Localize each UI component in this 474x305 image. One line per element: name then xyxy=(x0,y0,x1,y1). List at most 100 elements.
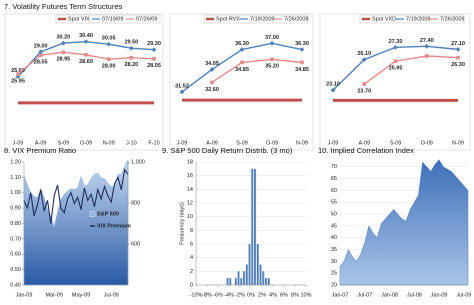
y-tick-label: 1.20 xyxy=(10,159,21,165)
data-label: 26.30 xyxy=(451,62,465,68)
x-tick-label: 2% xyxy=(258,292,266,298)
chart-title: 8. VIX Premium Ratio xyxy=(4,146,76,155)
chart-title: 10. Implied Correlation Index xyxy=(318,146,414,155)
y-tick-label: 0.40 xyxy=(10,282,21,288)
bar xyxy=(262,271,265,285)
data-label: 32.60 xyxy=(205,87,219,93)
x-tick-label: 10% xyxy=(300,292,311,298)
x-tick-label: Jan-09 xyxy=(431,292,448,298)
x-tick-label: O-09 xyxy=(266,140,278,146)
y-tick-label: 45 xyxy=(331,223,337,229)
x-tick-label: N-09 xyxy=(296,140,308,146)
bar xyxy=(248,244,251,285)
x-tick-label: -10% xyxy=(190,292,203,298)
x-tick-label: Jul-08 xyxy=(407,292,422,298)
x-tick-label: -8% xyxy=(202,292,212,298)
chart-frame xyxy=(169,13,314,151)
data-label: 34.05 xyxy=(205,61,219,67)
marker xyxy=(84,52,88,57)
y2-tick-label: 600 xyxy=(131,241,140,247)
data-label: 30.05 xyxy=(102,36,116,42)
data-label: 27.40 xyxy=(420,38,434,44)
bar xyxy=(226,278,229,285)
marker xyxy=(456,55,460,60)
data-label: 28.95 xyxy=(56,57,70,63)
legend-label: Spot VXD xyxy=(372,16,396,22)
data-label: 30.40 xyxy=(79,33,93,39)
y-tick-label: 35 xyxy=(331,247,337,253)
legend-label: Spot RVX xyxy=(216,16,240,22)
legend-label: 07/19/09 xyxy=(102,16,123,22)
y-tick-label: 0.90 xyxy=(10,206,21,212)
legend-label: Spot VIX xyxy=(68,16,90,22)
y2-tick-label: 800 xyxy=(131,200,140,206)
data-label: 26.10 xyxy=(357,51,371,57)
chart-title: 9. S&P 500 Daily Return Distrib. (3 mo) xyxy=(162,146,293,155)
x-tick-label: O-09 xyxy=(421,140,433,146)
data-label: 34.85 xyxy=(295,67,309,73)
data-label: 25.60 xyxy=(11,68,25,74)
y-tick-label: 30 xyxy=(331,259,337,265)
x-tick-label: Jul-09 xyxy=(104,292,119,298)
data-label: 35.20 xyxy=(265,64,279,70)
y-tick-label: 4 xyxy=(190,255,193,261)
x-tick-label: Jan-08 xyxy=(381,292,398,298)
x-tick-label: -6% xyxy=(213,292,223,298)
x-tick-label: N-09 xyxy=(452,140,464,146)
marker xyxy=(179,89,185,95)
data-label: 28.55 xyxy=(34,60,48,66)
data-label: 23.10 xyxy=(326,82,340,88)
marker xyxy=(61,50,66,55)
bar xyxy=(240,278,243,285)
legend-swatch xyxy=(89,211,96,217)
x-tick-label: -2% xyxy=(235,292,245,298)
bar xyxy=(245,264,248,285)
legend-box xyxy=(55,14,161,24)
bar xyxy=(259,264,262,285)
bar xyxy=(267,278,270,285)
x-tick-label: Mar-09 xyxy=(45,292,62,298)
bar xyxy=(254,168,257,285)
marker xyxy=(239,47,245,52)
y-tick-label: 1.00 xyxy=(10,190,21,196)
y-tick-label: 14 xyxy=(187,187,193,193)
marker xyxy=(269,40,275,46)
x-tick-label: A-09 xyxy=(358,140,370,146)
bar xyxy=(265,278,268,285)
data-label: 27.10 xyxy=(451,41,465,47)
data-label: 30.20 xyxy=(56,35,70,41)
bar xyxy=(243,271,246,285)
marker xyxy=(209,67,215,72)
marker xyxy=(152,56,156,61)
x-tick-label: S-09 xyxy=(390,140,402,146)
x-tick-label: S-09 xyxy=(236,140,248,146)
x-tick-label: J-09 xyxy=(177,140,188,146)
y-axis-label: Frequency (days) xyxy=(179,202,185,245)
marker xyxy=(361,57,367,62)
y-tick-label: 65 xyxy=(331,176,337,182)
x-tick-label: F-10 xyxy=(148,140,159,146)
legend-label: VIX Premium xyxy=(97,223,131,229)
marker xyxy=(128,45,134,51)
marker xyxy=(424,43,430,49)
bar xyxy=(234,278,237,285)
legend-label: 7/26/2009 xyxy=(440,16,464,22)
series-line xyxy=(23,168,129,224)
marker xyxy=(151,47,157,53)
data-label: 28.20 xyxy=(124,62,138,68)
y-tick-label: 0.50 xyxy=(10,267,21,273)
x-tick-label: Jul-09 xyxy=(456,292,471,298)
x-tick-label: 8% xyxy=(291,292,299,298)
marker xyxy=(300,60,304,65)
legend-label: 7/19/2009 xyxy=(250,16,274,22)
x-tick-label: Jan-09 xyxy=(16,292,33,298)
x-tick-label: Jan-07 xyxy=(332,292,349,298)
bar xyxy=(256,244,259,285)
y2-tick-label: 1,000 xyxy=(131,159,145,165)
y-tick-label: 2 xyxy=(190,269,193,275)
x-tick-label: S-09 xyxy=(58,140,70,146)
area xyxy=(339,159,469,286)
marker xyxy=(240,60,244,65)
x-tick-label: J-10 xyxy=(126,140,137,146)
